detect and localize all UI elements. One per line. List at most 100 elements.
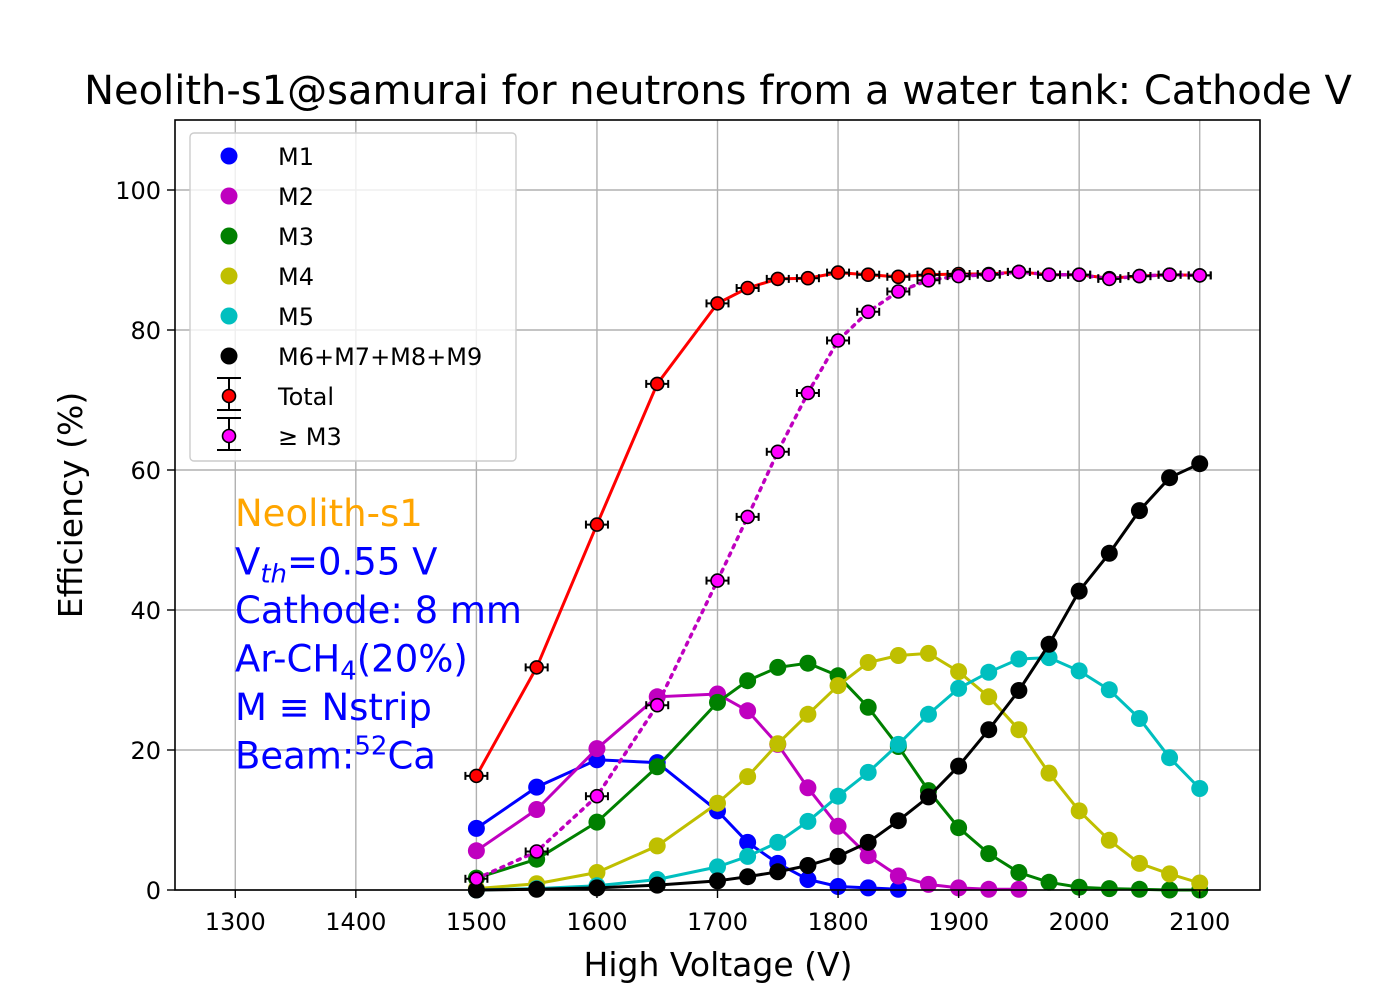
data-point <box>740 509 755 525</box>
data-point <box>1010 682 1028 699</box>
annotation-line: Vth=0.55 V <box>235 541 437 590</box>
x-tick-label: 1700 <box>687 908 748 936</box>
data-point <box>889 735 907 753</box>
data-point <box>829 847 847 865</box>
data-point <box>1040 635 1058 653</box>
legend-label: ≥ M3 <box>278 423 342 451</box>
data-point <box>1041 267 1057 283</box>
data-point <box>950 663 968 681</box>
legend-label: M1 <box>278 143 314 171</box>
data-point <box>710 296 725 311</box>
data-point <box>770 271 786 287</box>
data-point <box>528 778 546 796</box>
legend-marker <box>220 347 238 365</box>
annotation-rest: Ca <box>387 735 436 778</box>
data-point <box>469 871 484 887</box>
data-point <box>859 847 877 865</box>
data-point <box>529 844 544 859</box>
data-point <box>1102 271 1117 287</box>
data-point <box>829 677 847 695</box>
data-point <box>709 872 726 890</box>
x-tick-label: 1800 <box>808 908 869 936</box>
data-point <box>467 842 485 860</box>
legend: M1 M2 M3 M4 M5 M6+M7+M8+M9 Total ≥ M3 <box>189 132 517 462</box>
data-point <box>980 721 998 739</box>
y-tick-label: 100 <box>115 177 161 205</box>
data-point <box>950 679 968 697</box>
data-point <box>1010 650 1028 668</box>
legend-marker <box>220 187 238 205</box>
legend-box <box>189 132 517 462</box>
legend-label: M4 <box>278 263 314 291</box>
series-8 <box>464 264 1212 887</box>
data-point <box>1130 502 1148 520</box>
data-point <box>649 376 665 392</box>
y-tick-label: 20 <box>130 737 161 765</box>
legend-label: Total <box>277 383 334 411</box>
data-point <box>739 672 757 690</box>
data-point <box>860 304 876 320</box>
data-point <box>1161 865 1179 883</box>
x-tick-label: 2000 <box>1049 908 1110 936</box>
data-point <box>588 740 606 758</box>
annotation-rest: =0.55 V <box>287 541 437 584</box>
data-point <box>1010 721 1028 739</box>
data-point <box>769 735 787 753</box>
x-axis-label: High Voltage (V) <box>584 945 853 984</box>
data-point <box>648 876 666 894</box>
data-point <box>709 794 726 812</box>
data-point <box>950 819 968 837</box>
data-point <box>770 444 786 460</box>
x-tick-label: 1300 <box>205 908 266 936</box>
data-point <box>800 385 816 401</box>
chart-title: Neolith-s1@samurai for neutrons from a w… <box>84 68 1352 114</box>
data-point <box>1070 802 1088 820</box>
data-point <box>859 763 877 781</box>
data-point <box>919 644 937 662</box>
series-6 <box>467 455 1209 899</box>
data-point <box>588 864 606 881</box>
data-point <box>588 813 606 831</box>
data-point <box>588 879 606 897</box>
data-point <box>739 702 757 720</box>
legend-marker <box>220 227 238 245</box>
data-point <box>648 837 666 855</box>
data-point <box>799 779 817 797</box>
data-point <box>980 663 998 681</box>
data-point <box>859 654 877 671</box>
annotation-main: Beam: <box>235 735 354 778</box>
data-point <box>950 879 968 897</box>
axis-ticks: 1300 1400 1500 1600 1700 1800 1900 2000 2100 0 20 4… <box>115 177 1230 936</box>
y-tick-label: 40 <box>130 597 161 625</box>
data-point <box>981 267 997 283</box>
data-point <box>1192 268 1208 283</box>
annotation-subscript: 4 <box>340 657 357 687</box>
legend-marker <box>220 147 238 165</box>
data-point <box>891 269 906 285</box>
data-point <box>799 812 817 830</box>
data-point <box>1070 878 1088 896</box>
data-point <box>1191 874 1209 892</box>
annotation-line: Neolith-s1 <box>235 492 423 535</box>
data-point <box>740 280 755 296</box>
data-point <box>799 654 817 672</box>
y-tick-label: 0 <box>146 877 161 905</box>
data-point <box>1132 268 1147 284</box>
data-point <box>889 647 907 664</box>
data-point <box>919 875 937 893</box>
data-point <box>1040 873 1058 891</box>
data-point <box>710 573 725 588</box>
data-point <box>739 833 757 851</box>
data-point <box>1162 267 1177 283</box>
x-tick-label: 1500 <box>446 908 507 936</box>
data-point <box>589 788 605 804</box>
data-point <box>467 819 485 837</box>
legend-marker <box>220 307 238 325</box>
annotation-line: M ≡ Nstrip <box>235 686 432 729</box>
data-point <box>739 868 757 886</box>
data-point <box>1100 681 1118 699</box>
annotation-subscript: th <box>260 560 287 590</box>
data-point <box>921 272 936 288</box>
data-point <box>1010 864 1028 881</box>
